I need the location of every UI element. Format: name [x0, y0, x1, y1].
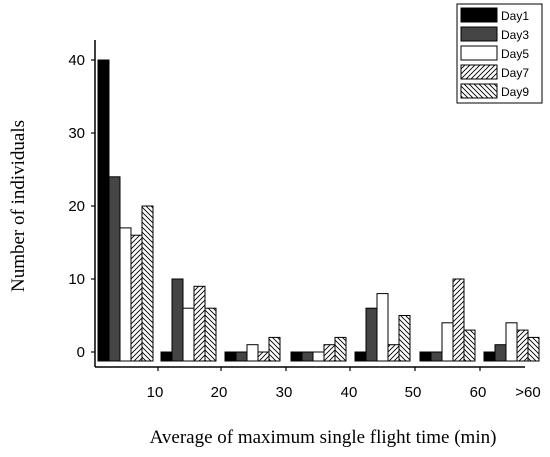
legend-swatch-day7	[460, 64, 498, 80]
bar-day7-30-40	[323, 344, 336, 362]
legend-label-day3: Day3	[501, 28, 529, 42]
bar-day9->60	[527, 336, 540, 362]
bar-day9-0-10	[141, 205, 154, 362]
bar-day7-10-20	[193, 285, 206, 362]
bar-day3-50-60	[430, 351, 443, 362]
legend-label-day9: Day9	[501, 85, 529, 99]
bar-day5-20-30	[246, 344, 259, 362]
bar-day7-20-30	[257, 351, 270, 362]
bar-day3-30-40	[301, 351, 314, 362]
bar-day5-50-60	[441, 322, 454, 362]
bar-day1-0-10	[97, 59, 110, 362]
bar-day3-0-10	[108, 176, 121, 362]
bar-day1->60	[483, 351, 496, 362]
bars-group	[97, 59, 540, 362]
x-tick-label: 60	[470, 384, 487, 401]
x-tick-label: >60	[515, 384, 540, 401]
x-ticks: 10 20 30 40 50 60 >60	[147, 367, 541, 401]
x-tick-label: 20	[211, 384, 228, 401]
legend-swatch-day1	[460, 7, 498, 23]
bar-day7->60	[516, 329, 529, 362]
bar-day9-10-20	[204, 307, 217, 362]
bar-day9-20-30	[268, 336, 281, 362]
bar-day5-30-40	[312, 351, 325, 362]
legend-swatch-day5	[460, 45, 498, 61]
bar-day5->60	[505, 322, 518, 362]
bar-day5-0-10	[119, 227, 132, 362]
bar-day5-40-50	[376, 293, 389, 362]
y-tick-label: 0	[77, 344, 85, 361]
y-tick-label: 10	[68, 271, 85, 288]
legend-label-day1: Day1	[501, 9, 529, 23]
legend: Day1 Day3 Day5 Day7 Day9	[456, 3, 543, 104]
bar-day5-10-20	[182, 307, 195, 362]
x-axis-title: Average of maximum single flight time (m…	[150, 427, 497, 448]
y-tick-label: 30	[68, 125, 85, 142]
y-tick-label: 20	[68, 198, 85, 215]
legend-swatch-day9	[460, 83, 498, 99]
y-axis-title: Number of individuals	[8, 120, 29, 292]
bar-day1-50-60	[419, 351, 432, 362]
bar-day1-20-30	[224, 351, 237, 362]
bar-day7-50-60	[452, 278, 465, 362]
x-tick-label: 40	[341, 384, 358, 401]
x-tick-label: 10	[147, 384, 164, 401]
bar-day3-10-20	[171, 278, 184, 362]
bar-day9-50-60	[463, 329, 476, 362]
legend-swatch-day3	[460, 26, 498, 42]
bar-day1-30-40	[290, 351, 303, 362]
bar-day3-40-50	[365, 307, 378, 362]
legend-label-day5: Day5	[501, 47, 529, 61]
bar-day9-40-50	[398, 315, 411, 362]
legend-label-day7: Day7	[501, 66, 529, 80]
x-tick-label: 50	[405, 384, 422, 401]
bar-day1-40-50	[354, 351, 367, 362]
y-ticks: 0 10 20 30 40	[68, 52, 95, 361]
axes	[94, 40, 525, 368]
bar-day1-10-20	[160, 351, 173, 362]
bar-day7-0-10	[130, 234, 143, 362]
y-tick-label: 40	[68, 52, 85, 69]
bar-day7-40-50	[387, 344, 400, 362]
bar-day9-30-40	[334, 336, 347, 362]
bar-day3-20-30	[235, 351, 248, 362]
bar-day3->60	[494, 344, 507, 362]
x-tick-label: 30	[276, 384, 293, 401]
